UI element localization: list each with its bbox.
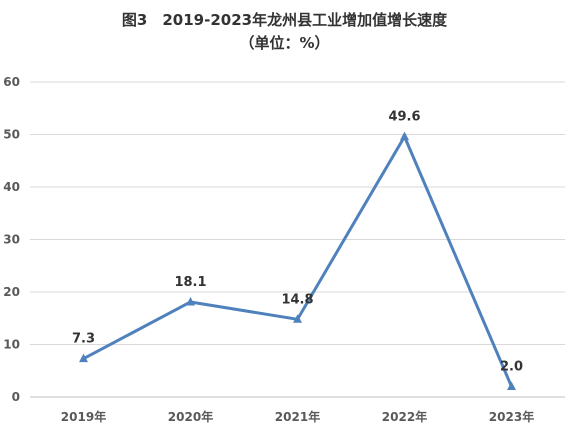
data-point-marker xyxy=(507,381,516,390)
axes: 0 10 20 30 40 50 60 2019年 2020年 2021年 2022年 2023年 xyxy=(3,75,534,424)
x-tick-label: 2021年 xyxy=(275,409,320,424)
chart-title: 图3 2019-2023年龙州县工业增加值增长速度 xyxy=(121,11,448,29)
x-tick-label: 2022年 xyxy=(382,409,427,424)
y-tick-label: 0 xyxy=(12,390,20,404)
y-tick-label: 40 xyxy=(3,180,20,194)
y-tick-label: 30 xyxy=(3,233,20,247)
data-label: 7.3 xyxy=(72,332,95,347)
x-tick-label: 2020年 xyxy=(168,409,213,424)
y-tick-label: 60 xyxy=(3,75,20,89)
chart-subtitle: （单位：%） xyxy=(239,34,330,52)
x-tick-label: 2023年 xyxy=(489,409,534,424)
data-point-marker xyxy=(186,296,195,306)
data-label: 2.0 xyxy=(500,360,523,375)
y-tick-label: 50 xyxy=(3,128,20,142)
data-point-marker xyxy=(79,353,88,363)
data-label: 49.6 xyxy=(388,110,420,125)
series-line xyxy=(82,135,513,388)
y-tick-label: 10 xyxy=(3,338,20,352)
data-labels: 7.3 18.1 14.8 49.6 2.0 xyxy=(72,110,523,375)
data-point-marker xyxy=(400,131,409,141)
data-label: 18.1 xyxy=(174,275,206,290)
x-tick-label: 2019年 xyxy=(61,409,106,424)
data-label: 14.8 xyxy=(281,292,313,307)
series-growth xyxy=(79,131,516,390)
gridlines xyxy=(30,81,565,398)
y-tick-label: 20 xyxy=(3,285,20,299)
data-point-marker xyxy=(293,314,302,323)
